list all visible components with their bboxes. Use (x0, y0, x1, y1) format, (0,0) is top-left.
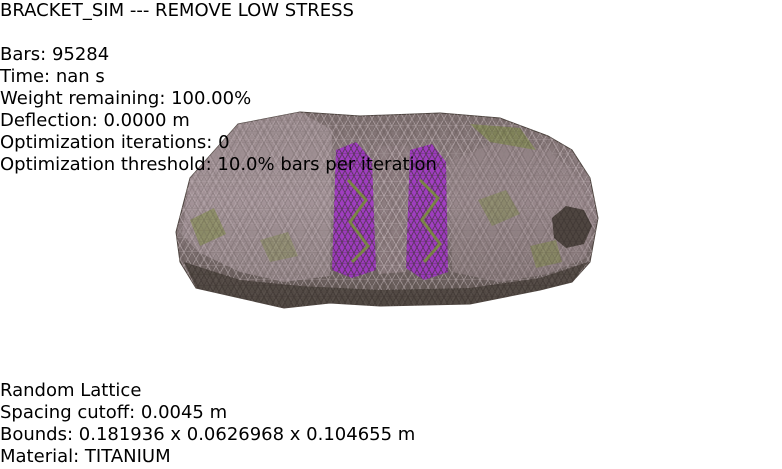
optimization-threshold: Optimization threshold: 10.0% bars per i… (0, 154, 437, 175)
time-readout: Time: nan s (0, 66, 105, 87)
material-readout: Material: TITANIUM (0, 446, 171, 467)
optimization-iterations: Optimization iterations: 0 (0, 132, 230, 153)
spacing-cutoff: Spacing cutoff: 0.0045 m (0, 402, 228, 423)
bars-count: Bars: 95284 (0, 44, 110, 65)
bounds-readout: Bounds: 0.181936 x 0.0626968 x 0.104655 … (0, 424, 416, 445)
weight-remaining: Weight remaining: 100.00% (0, 88, 252, 109)
deflection-readout: Deflection: 0.0000 m (0, 110, 190, 131)
lattice-type: Random Lattice (0, 380, 142, 401)
sim-title: BRACKET_SIM --- REMOVE LOW STRESS (0, 0, 354, 21)
